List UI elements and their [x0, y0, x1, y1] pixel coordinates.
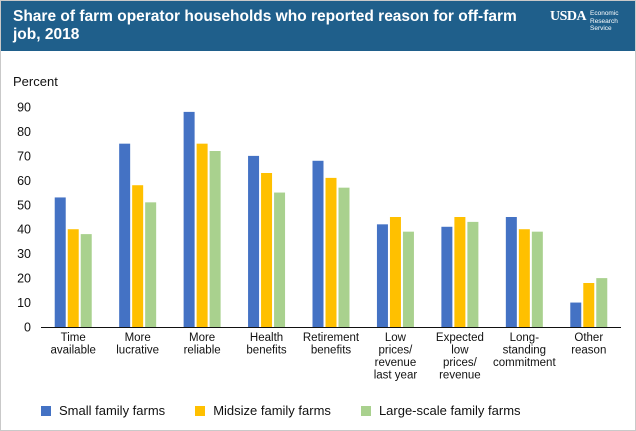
logo-subtext-line: Research — [590, 17, 618, 25]
x-tick-label-line: prices/ — [379, 345, 414, 357]
bar — [119, 143, 131, 327]
bar — [80, 234, 92, 327]
logo-text: USDA — [550, 9, 587, 24]
bar — [389, 217, 401, 327]
y-axis-label: Percent — [13, 74, 58, 89]
chart-title: Share of farm operator households who re… — [13, 8, 517, 43]
legend-label: Large-scale family farms — [378, 403, 521, 419]
bar — [570, 302, 582, 327]
legend-item: Midsize family farms — [195, 403, 331, 418]
usda-ers-logo: USDA Economic Research Service — [550, 9, 630, 43]
x-tick-label-line: Expected — [436, 332, 484, 344]
x-tick-label: Health benefits — [246, 332, 287, 357]
bar — [54, 197, 66, 327]
y-tick-label: 90 — [17, 101, 31, 115]
bar — [583, 283, 595, 327]
x-tick-label-line: More — [189, 332, 215, 344]
x-tick-label-line: low — [451, 345, 469, 357]
x-tick-label-line: reliable — [184, 345, 221, 357]
y-tick-label: 20 — [17, 272, 31, 286]
x-tick-label: More reliable — [184, 332, 221, 357]
bar — [145, 202, 157, 327]
x-tick-label-line: revenue — [439, 370, 481, 382]
x-tick-label-line: More — [125, 332, 151, 344]
x-tick-label-line: Retirement — [303, 332, 360, 344]
x-tick-label: Time available — [51, 332, 96, 357]
bar — [132, 185, 144, 327]
y-tick-label: 60 — [17, 174, 31, 188]
bar — [274, 192, 286, 327]
x-tick-label-line: Other — [574, 332, 603, 344]
logo-subtext: Economic Research Service — [590, 10, 634, 33]
x-tick-label-line: benefits — [246, 345, 287, 357]
x-tick-label-line: prices/ — [443, 357, 478, 369]
x-tick-label-line: benefits — [311, 345, 352, 357]
x-tick-label-line: commitment — [493, 357, 556, 369]
chart-header: Share of farm operator households who re… — [1, 1, 635, 51]
y-tick-label: 40 — [17, 223, 31, 237]
x-tick-label-line: reason — [571, 345, 606, 357]
bar — [325, 177, 337, 327]
legend-label: Small family farms — [59, 403, 166, 419]
bar — [505, 217, 517, 327]
x-tick-label: Expected low prices/revenue — [436, 332, 484, 382]
legend-item: Large-scale family farms — [360, 403, 521, 419]
bar — [312, 160, 324, 327]
x-tick-label: Retirement benefits — [303, 332, 360, 357]
bar — [196, 143, 208, 327]
y-tick-label: 10 — [17, 296, 31, 310]
x-tick-label: Long-standing commitment — [493, 332, 556, 369]
x-tick-label-line: revenue — [375, 357, 417, 369]
y-tick-label: 30 — [17, 247, 31, 261]
bar — [248, 155, 260, 327]
x-tick-label-line: Long- — [510, 332, 540, 344]
x-tick-label-line: available — [51, 345, 96, 357]
legend-item: Small family farms — [41, 403, 165, 418]
x-tick-label-line: standing — [503, 345, 546, 357]
bar — [338, 187, 350, 327]
bar — [531, 231, 543, 327]
x-tick-label: More lucrative — [116, 332, 159, 357]
logo-subtext-line: Economic — [590, 10, 619, 17]
logo-subtext-line: Service — [590, 25, 612, 32]
x-tick-label-line: Health — [250, 332, 283, 344]
bar — [454, 217, 466, 327]
y-tick-label: 80 — [17, 125, 31, 139]
bar — [402, 231, 414, 327]
bar — [261, 173, 273, 327]
x-tick-label-line: Time — [61, 332, 86, 344]
x-tick-label-line: lucrative — [116, 345, 159, 357]
bar — [596, 278, 608, 327]
bar — [183, 111, 195, 327]
y-tick-label: 0 — [24, 321, 31, 335]
legend-swatch — [195, 406, 206, 417]
x-tick-label: Other reason — [571, 332, 606, 357]
bar — [67, 229, 79, 327]
bar — [376, 224, 388, 327]
bar — [467, 221, 479, 327]
x-tick-label-line: last year — [374, 370, 418, 382]
legend-swatch — [360, 406, 371, 417]
legend-swatch — [41, 406, 51, 417]
bar — [518, 229, 530, 327]
y-tick-label: 50 — [17, 198, 31, 212]
x-tick-label-line: Low — [385, 332, 407, 344]
bar — [209, 151, 221, 327]
x-tick-label: Low prices/revenue last year — [374, 332, 418, 382]
y-tick-label: 70 — [17, 149, 31, 163]
legend-label: Midsize family farms — [213, 403, 331, 419]
chart-legend: Small family farms Midsize family farms La… — [41, 402, 551, 422]
bar — [441, 226, 453, 327]
